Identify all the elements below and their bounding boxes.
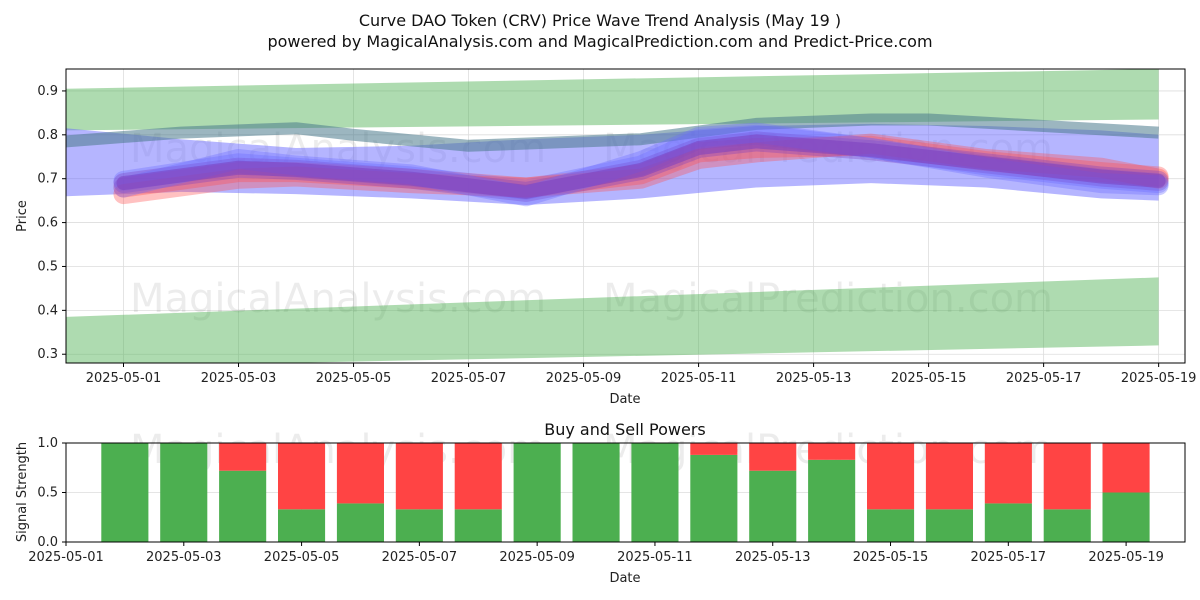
signal-x-tick-label: 2025-05-01 [28, 550, 104, 565]
signal-y-ticks: 0.0 0.5 1.0 [37, 436, 66, 550]
signal-y-tick-label: 0.0 [37, 535, 58, 550]
buy-bar [1043, 509, 1091, 542]
sell-bar [808, 443, 856, 460]
buy-bar [690, 454, 738, 542]
price-y-tick-label: 0.8 [37, 128, 58, 143]
buy-bar [572, 443, 620, 542]
price-x-tick-label: 2025-05-11 [661, 371, 737, 386]
buy-bar [867, 509, 915, 542]
price-x-tick-label: 2025-05-01 [86, 371, 162, 386]
sell-bar [690, 443, 738, 455]
signal-panel-title: Buy and Sell Powers [544, 420, 706, 439]
sell-bar [219, 443, 267, 471]
buy-bar [101, 443, 149, 542]
sell-bar [925, 443, 973, 510]
signal-x-tick-label: 2025-05-13 [735, 550, 811, 565]
price-x-tick-label: 2025-05-13 [776, 371, 852, 386]
sell-bar [867, 443, 915, 510]
price-x-tick-label: 2025-05-09 [546, 371, 622, 386]
sell-bar [278, 443, 326, 510]
chart-subtitle: powered by MagicalAnalysis.com and Magic… [267, 32, 932, 51]
buy-bar [454, 509, 502, 542]
price-y-tick-label: 0.5 [37, 259, 58, 274]
price-y-tick-label: 0.7 [37, 172, 58, 187]
price-x-tick-label: 2025-05-19 [1121, 371, 1197, 386]
signal-bars [101, 443, 1150, 542]
price-x-tick-label: 2025-05-07 [431, 371, 507, 386]
buy-bar [984, 503, 1032, 542]
price-panel: MagicalAnalysis.com MagicalPrediction.co… [15, 68, 1197, 407]
price-x-tick-label: 2025-05-15 [891, 371, 967, 386]
signal-x-ticks: 2025-05-01 2025-05-03 2025-05-05 2025-05-07… [28, 542, 1164, 565]
signal-x-tick-label: 2025-05-17 [971, 550, 1047, 565]
price-x-ticks: 2025-05-01 2025-05-03 2025-05-05 2025-05-07… [86, 363, 1197, 386]
price-x-tick-label: 2025-05-03 [201, 371, 277, 386]
price-y-ticks: 0.3 0.4 0.5 0.6 0.7 0.8 0.9 [37, 84, 66, 362]
buy-bar [219, 470, 267, 542]
signal-x-tick-label: 2025-05-09 [499, 550, 575, 565]
sell-bar [454, 443, 502, 510]
teal-trend-line [66, 113, 1159, 152]
buy-bar [808, 459, 856, 542]
signal-y-tick-label: 0.5 [37, 486, 58, 501]
price-x-tick-label: 2025-05-05 [316, 371, 392, 386]
signal-y-tick-label: 1.0 [37, 436, 58, 451]
wave-line-core [116, 134, 1166, 199]
price-y-tick-label: 0.4 [37, 303, 58, 318]
sell-bar [395, 443, 443, 510]
chart-title: Curve DAO Token (CRV) Price Wave Trend A… [359, 11, 841, 30]
buy-bar [336, 503, 384, 542]
signal-x-tick-label: 2025-05-07 [382, 550, 458, 565]
price-x-tick-label: 2025-05-17 [1006, 371, 1082, 386]
sell-bar [1102, 443, 1150, 493]
signal-x-axis-label: Date [609, 571, 640, 586]
signal-x-tick-label: 2025-05-03 [146, 550, 222, 565]
price-axes-frame [65, 68, 1186, 364]
buy-bar [160, 443, 208, 542]
green-lower-band [66, 277, 1159, 363]
buy-bar [513, 443, 561, 542]
signal-panel: Buy and Sell Powers MagicalAnalysis.com … [15, 420, 1186, 586]
signal-x-tick-label: 2025-05-15 [853, 550, 929, 565]
buy-bar [631, 443, 679, 542]
buy-bar [925, 509, 973, 542]
blue-band [66, 123, 1159, 205]
sell-bar [336, 443, 384, 504]
watermark-left-mid: MagicalAnalysis.com [130, 276, 546, 322]
price-grid [66, 69, 1185, 363]
signal-x-tick-label: 2025-05-05 [264, 550, 340, 565]
price-y-axis-label: Price [15, 200, 30, 232]
price-y-tick-label: 0.9 [37, 84, 58, 99]
sell-bar [984, 443, 1032, 504]
buy-bar [1102, 492, 1150, 542]
buy-bar [749, 470, 797, 542]
watermark-right-mid: MagicalPrediction.com [603, 276, 1053, 322]
sell-bar [1043, 443, 1091, 510]
signal-x-tick-label: 2025-05-19 [1088, 550, 1164, 565]
price-lines [66, 113, 1169, 207]
price-x-axis-label: Date [609, 392, 640, 407]
buy-bar [278, 509, 326, 542]
price-y-tick-label: 0.3 [37, 347, 58, 362]
signal-y-axis-label: Signal Strength [15, 442, 30, 542]
signal-x-tick-label: 2025-05-11 [617, 550, 693, 565]
buy-bar [395, 509, 443, 542]
price-y-tick-label: 0.6 [37, 216, 58, 231]
sell-bar [749, 443, 797, 471]
